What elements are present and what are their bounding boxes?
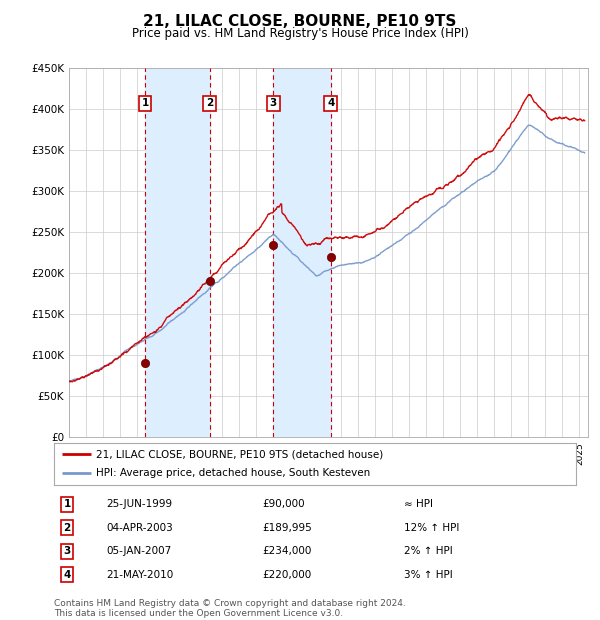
- Text: 1: 1: [64, 499, 71, 509]
- Bar: [274, 68, 331, 437]
- Text: HPI: Average price, detached house, South Kesteven: HPI: Average price, detached house, Sout…: [96, 467, 370, 477]
- Text: 21, LILAC CLOSE, BOURNE, PE10 9TS (detached house): 21, LILAC CLOSE, BOURNE, PE10 9TS (detac…: [96, 449, 383, 459]
- Text: 2: 2: [64, 523, 71, 533]
- Text: 3: 3: [64, 546, 71, 556]
- Text: Contains HM Land Registry data © Crown copyright and database right 2024.
This d: Contains HM Land Registry data © Crown c…: [54, 599, 406, 618]
- Text: Price paid vs. HM Land Registry's House Price Index (HPI): Price paid vs. HM Land Registry's House …: [131, 27, 469, 40]
- Text: 21-MAY-2010: 21-MAY-2010: [106, 570, 173, 580]
- Text: 4: 4: [327, 98, 334, 108]
- Text: 04-APR-2003: 04-APR-2003: [106, 523, 173, 533]
- Text: 3% ↑ HPI: 3% ↑ HPI: [404, 570, 452, 580]
- Text: 05-JAN-2007: 05-JAN-2007: [106, 546, 172, 556]
- Text: 2% ↑ HPI: 2% ↑ HPI: [404, 546, 452, 556]
- Bar: [145, 68, 209, 437]
- Text: 21, LILAC CLOSE, BOURNE, PE10 9TS: 21, LILAC CLOSE, BOURNE, PE10 9TS: [143, 14, 457, 29]
- Text: 12% ↑ HPI: 12% ↑ HPI: [404, 523, 459, 533]
- Text: 25-JUN-1999: 25-JUN-1999: [106, 499, 172, 509]
- Text: £234,000: £234,000: [263, 546, 312, 556]
- Text: £220,000: £220,000: [263, 570, 312, 580]
- Text: 2: 2: [206, 98, 213, 108]
- Text: 1: 1: [142, 98, 149, 108]
- Text: ≈ HPI: ≈ HPI: [404, 499, 433, 509]
- Text: 3: 3: [270, 98, 277, 108]
- Text: 4: 4: [64, 570, 71, 580]
- Text: £90,000: £90,000: [263, 499, 305, 509]
- Text: £189,995: £189,995: [263, 523, 313, 533]
